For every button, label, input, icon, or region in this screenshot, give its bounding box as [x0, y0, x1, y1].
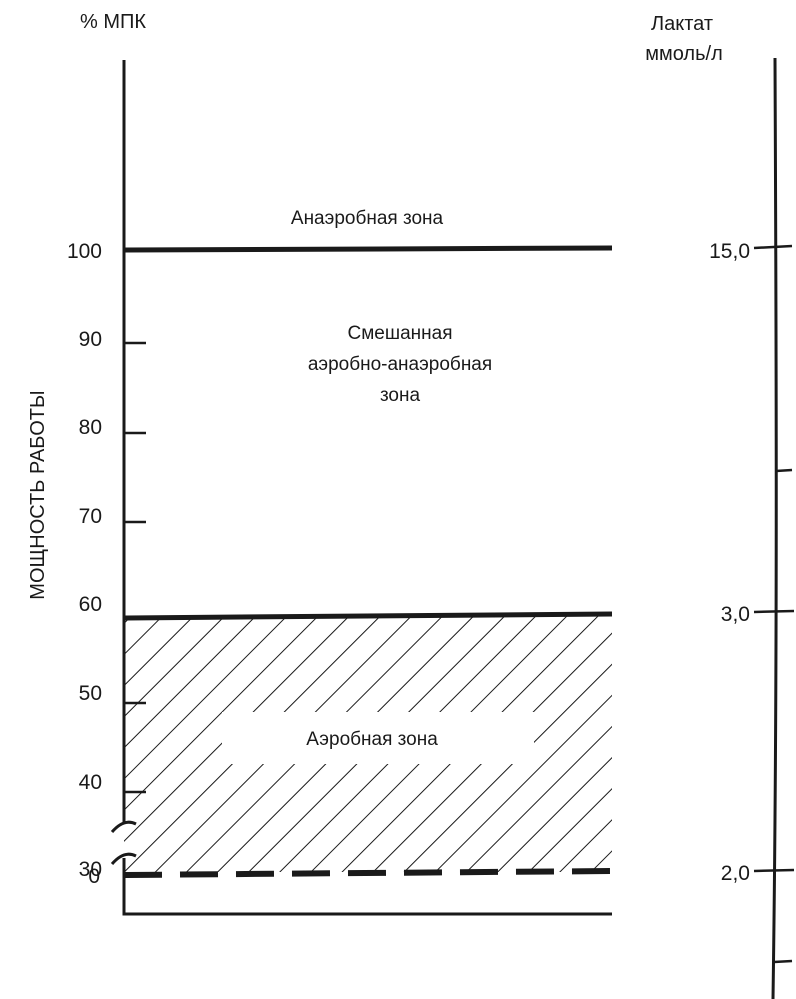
left-axis-title: МОЩНОСТЬ РАБОТЫ — [27, 390, 49, 599]
left-tick-label-80: 80 — [79, 416, 102, 439]
mixed-zone-label-line1: Смешанная — [347, 323, 452, 344]
threshold-line-60 — [123, 611, 613, 621]
right-tick-mark-minor-upper — [775, 468, 793, 473]
left-tick-label-40: 40 — [79, 771, 102, 794]
left-tick-label-90: 90 — [79, 328, 102, 351]
left-tick-label-70: 70 — [79, 505, 102, 528]
anaerobic-zone-label: Анаэробная зона — [291, 208, 444, 229]
right-tick-label-2: 2,0 — [721, 862, 750, 885]
right-tick-mark-15 — [753, 244, 793, 250]
right-tick-label-3: 3,0 — [721, 603, 750, 626]
right-tick-mark-minor-lower — [773, 959, 793, 964]
aerobic-zone-label-background — [222, 712, 534, 764]
aerobic-zone-label: Аэробная зона — [306, 729, 438, 750]
left-tick-label-100: 100 — [67, 240, 102, 263]
left-tick-label-50: 50 — [79, 682, 102, 705]
right-axis-line — [771, 57, 778, 999]
threshold-line-100 — [123, 245, 613, 253]
right-tick-mark-2 — [753, 868, 795, 873]
left-tick-label-zero: 0 — [88, 865, 100, 888]
left-tick-label-60: 60 — [79, 593, 102, 616]
right-axis-title-line2: ммоль/л — [645, 43, 723, 65]
mixed-zone-label-line2: аэробно-анаэробная — [308, 354, 492, 375]
left-axis-baseline — [122, 858, 612, 916]
left-axis-break-mark-upper — [110, 820, 137, 834]
left-tick-label-30: 30 — [79, 858, 102, 881]
left-axis-unit-label: % МПК — [80, 11, 146, 33]
right-tick-mark-3 — [753, 609, 795, 614]
right-tick-label-15: 15,0 — [709, 240, 750, 263]
mixed-zone-label-line3: зона — [380, 385, 421, 406]
right-axis-title-line1: Лактат — [651, 13, 713, 35]
threshold-line-30-dashed — [123, 868, 613, 878]
left-axis-break-mark-lower — [110, 852, 137, 866]
